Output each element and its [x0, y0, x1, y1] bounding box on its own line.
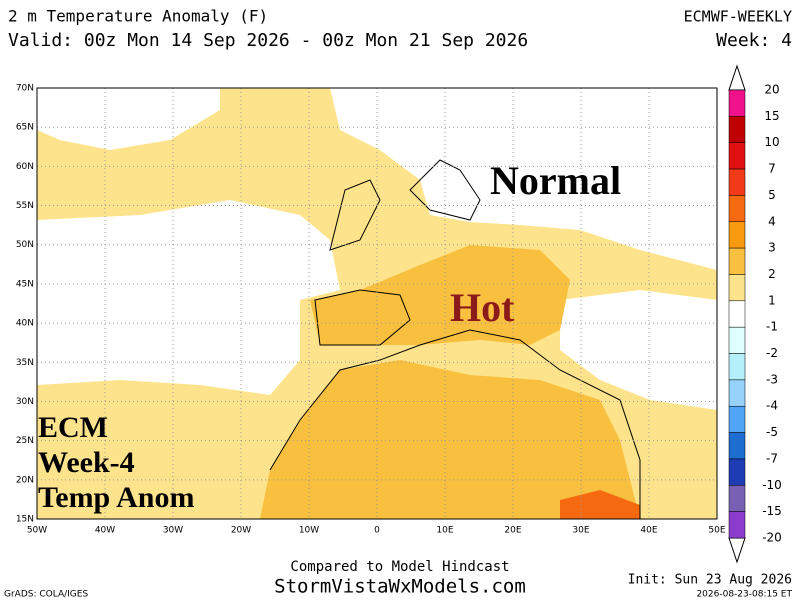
annotation-corner: Temp Anom — [38, 481, 194, 514]
colorbar: 20 15 10 7 5 4 3 2 1 -1 -2 -3 -4 -5 -7 -10 -15 -20 — [728, 83, 782, 545]
lon-label: 20E — [504, 526, 521, 536]
lon-label: 50W — [27, 526, 47, 536]
grid — [37, 88, 717, 519]
lon-label: 0 — [374, 526, 380, 536]
lat-label: 50N — [16, 240, 34, 250]
model: ECMWF-WEEKLY — [684, 8, 792, 26]
colorbar-box — [728, 432, 746, 460]
title: 2 m Temperature Anomaly (F) — [8, 7, 268, 26]
valid-period: Valid: 00z Mon 14 Sep 2026 - 00z Mon 21 … — [8, 30, 528, 51]
lat-label: 65N — [16, 123, 34, 133]
normal-region — [330, 88, 717, 270]
lat-label: 20N — [16, 475, 34, 485]
colorbar-box — [728, 142, 746, 170]
colorbar-arrow — [728, 64, 746, 91]
lon-label: 30E — [572, 526, 589, 536]
lon-label: 30W — [163, 526, 183, 536]
normal-region — [37, 88, 220, 150]
lon-label: 10E — [436, 526, 453, 536]
lat-label: 60N — [16, 162, 34, 172]
colorbar-arrow — [728, 537, 746, 564]
colorbar-box — [728, 458, 746, 486]
colorbar-label: -7 — [766, 451, 778, 465]
colorbar-label: 1 — [768, 293, 776, 307]
lat-label: 40N — [16, 319, 34, 329]
colorbar-box — [728, 247, 746, 275]
lon-label: 40E — [640, 526, 657, 536]
normal-region — [37, 200, 340, 395]
colorbar-box — [728, 379, 746, 407]
footer-stamp: 2026-08-23-08:15 ET — [696, 590, 792, 600]
colorbar-box — [728, 89, 746, 117]
footer-grads: GrADS: COLA/IGES — [4, 590, 88, 600]
colorbar-box — [728, 221, 746, 249]
annotation-corner: ECM — [38, 411, 108, 444]
hot-spot — [560, 490, 640, 519]
lon-label: 10W — [299, 526, 319, 536]
colorbar-label: -1 — [766, 320, 778, 334]
colorbar-box — [728, 485, 746, 512]
map — [37, 88, 717, 519]
footer-init: Init: Sun 23 Aug 2026 — [628, 573, 792, 588]
lat-label: 55N — [16, 201, 34, 211]
colorbar-label: 10 — [764, 135, 779, 149]
colorbar-label: -20 — [762, 531, 782, 545]
colorbar-label: 5 — [768, 188, 776, 202]
warm-region — [260, 360, 640, 519]
week: Week: 4 — [716, 30, 792, 51]
lat-label: 25N — [16, 436, 34, 446]
colorbar-label: 20 — [764, 83, 779, 97]
lon-label: 20W — [231, 526, 251, 536]
colorbar-box — [728, 168, 746, 196]
footer-compared: Compared to Model Hindcast — [290, 559, 509, 575]
colorbar-box — [728, 353, 746, 381]
lat-label: 15N — [16, 515, 34, 525]
lat-label: 70N — [16, 84, 34, 94]
colorbar-label: 4 — [768, 214, 776, 228]
normal-region — [560, 290, 717, 410]
colorbar-label: -3 — [766, 372, 778, 386]
colorbar-box — [728, 195, 746, 223]
colorbar-label: 2 — [768, 267, 776, 281]
lon-label: 50E — [708, 526, 725, 536]
colorbar-label: -5 — [766, 425, 778, 439]
colorbar-box — [728, 511, 746, 539]
warm-region — [310, 245, 570, 345]
colorbar-label: 3 — [768, 241, 776, 255]
colorbar-box — [728, 326, 746, 354]
annotation-normal: Normal — [490, 158, 621, 203]
colorbar-label: 7 — [768, 162, 776, 176]
lat-label: 35N — [16, 358, 34, 368]
colorbar-label: -10 — [762, 478, 782, 492]
colorbar-box — [728, 300, 746, 328]
colorbar-label: 15 — [764, 109, 779, 123]
lat-label: 45N — [16, 279, 34, 289]
colorbar-label: -4 — [766, 399, 778, 413]
lat-label: 30N — [16, 397, 34, 407]
colorbar-box — [728, 405, 746, 433]
colorbar-box — [728, 116, 746, 143]
annotation-hot: Hot — [450, 285, 515, 330]
lon-label: 40W — [95, 526, 115, 536]
colorbar-box — [728, 274, 746, 302]
footer-site: StormVistaWxModels.com — [274, 576, 526, 598]
coastline — [269, 159, 641, 519]
map-frame — [36, 87, 718, 520]
annotation-corner: Week-4 — [38, 446, 135, 479]
colorbar-label: -15 — [762, 504, 782, 518]
colorbar-label: -2 — [766, 346, 778, 360]
